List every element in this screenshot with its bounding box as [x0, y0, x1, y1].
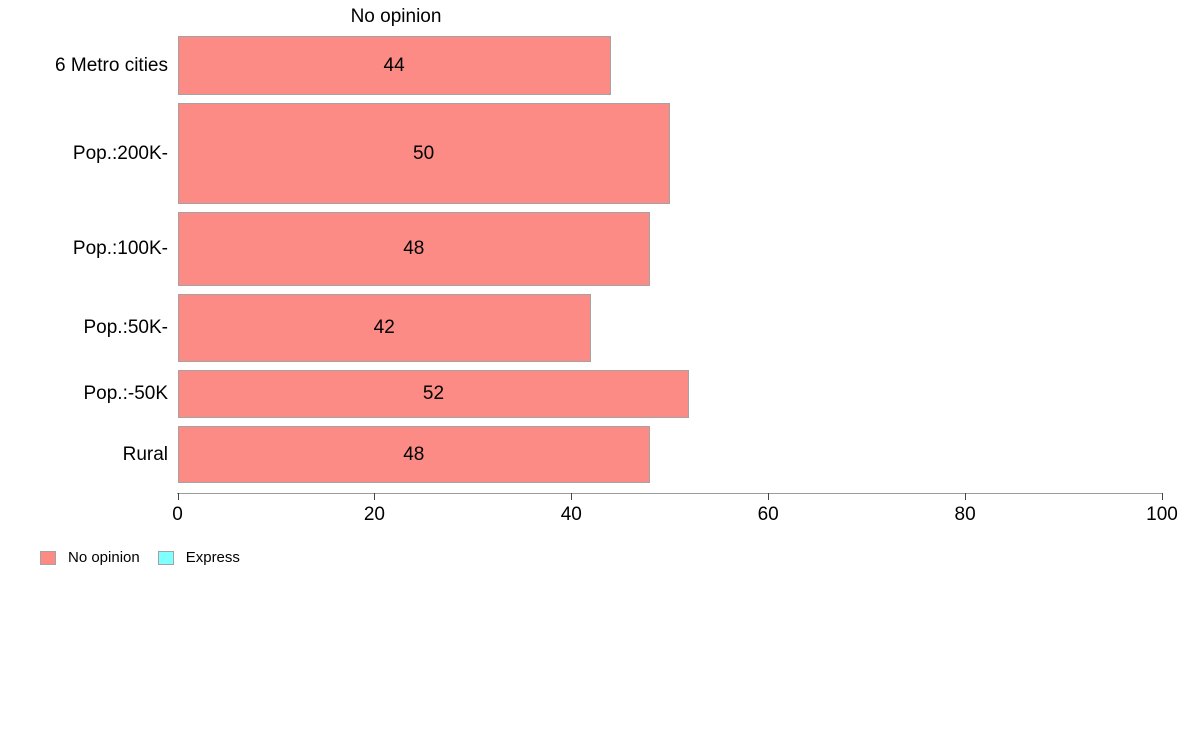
bar-value-label: 52 — [422, 383, 445, 404]
bar-value-label: 42 — [373, 317, 395, 338]
legend-swatch — [157, 550, 174, 565]
bar-value-label: 48 — [403, 238, 425, 259]
x-axis-line — [177, 493, 1162, 494]
x-axis-tick-label: 60 — [757, 504, 779, 525]
category-label: Rural — [122, 443, 168, 465]
category-label: Pop.:100K- — [72, 238, 168, 259]
x-axis-tick-mark — [965, 493, 967, 500]
bar: 52 — [177, 370, 690, 418]
bar: 48 — [177, 426, 651, 483]
x-axis-tick-label: 20 — [363, 504, 385, 525]
bar-value-label: 50 — [413, 142, 435, 164]
legend-label: Express — [185, 549, 240, 566]
bar: 44 — [177, 36, 611, 95]
x-axis-tick-mark — [571, 493, 573, 500]
legend: No opinion Express — [40, 549, 258, 566]
x-axis-tick-label: 100 — [1146, 504, 1178, 525]
x-axis-tick-label: 0 — [172, 504, 183, 525]
bar: 50 — [177, 103, 670, 204]
legend-item: No opinion — [40, 549, 140, 566]
category-label: 6 Metro cities — [55, 54, 168, 76]
x-axis-tick-label: 40 — [560, 504, 582, 525]
legend-label: No opinion — [68, 549, 140, 566]
bar: 42 — [177, 294, 591, 362]
category-label: Pop.:-50K — [83, 383, 169, 404]
bar-value-label: 48 — [403, 443, 425, 465]
bar: 48 — [177, 212, 651, 286]
category-label: Pop.:200K- — [72, 142, 168, 164]
x-axis-tick-mark — [177, 493, 179, 500]
x-axis-tick-label: 80 — [954, 504, 976, 525]
x-axis-tick-mark — [768, 493, 770, 500]
x-axis-tick-mark — [1162, 493, 1163, 500]
x-axis-tick-mark — [374, 493, 376, 500]
legend-swatch — [40, 550, 56, 565]
chart-title: No opinion — [350, 6, 442, 27]
legend-item: Express — [157, 549, 240, 566]
bar-value-label: 44 — [383, 54, 405, 76]
category-label: Pop.:50K- — [83, 317, 169, 338]
